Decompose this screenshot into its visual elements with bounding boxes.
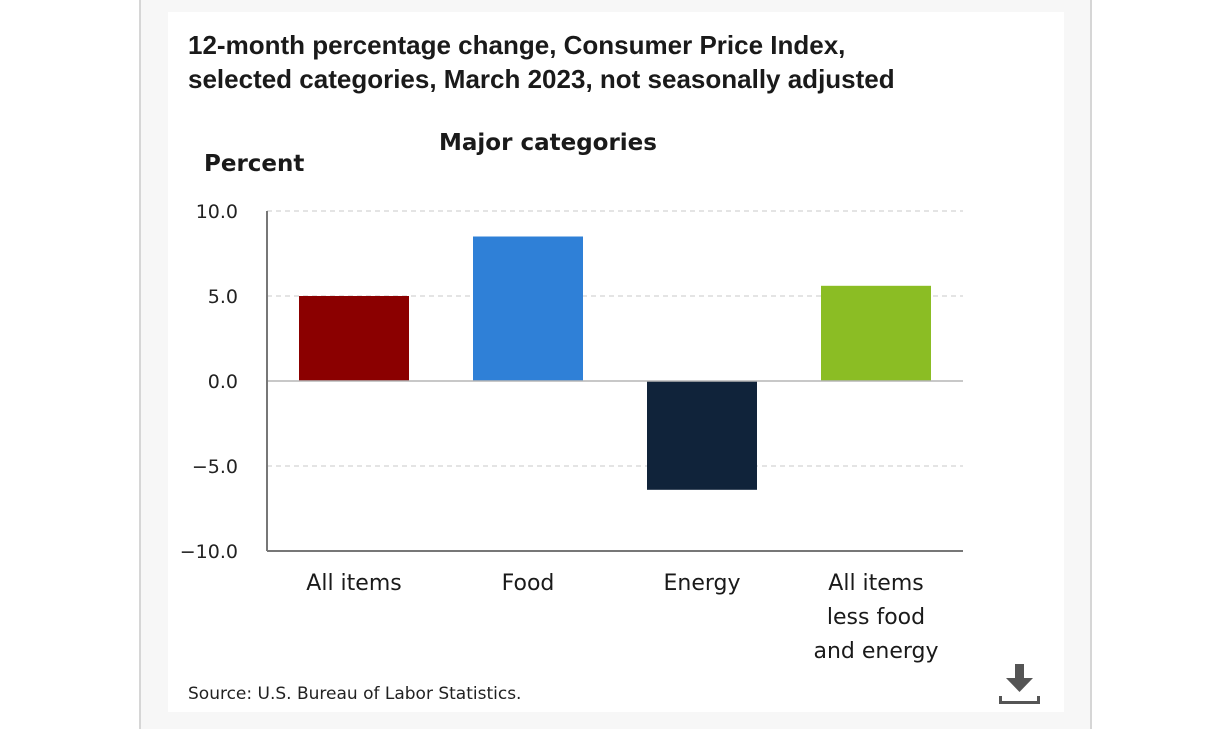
bars <box>299 236 931 490</box>
x-category-label: All items <box>306 571 401 596</box>
x-category-label: All items less food and energy <box>813 571 938 664</box>
chart-subtitle: Major categories <box>439 130 657 156</box>
chart-title-line-1: 12-month percentage change, Consumer Pri… <box>188 30 846 60</box>
bar <box>647 381 757 490</box>
download-icon <box>999 664 1040 704</box>
y-tick-label: 10.0 <box>196 201 238 223</box>
y-tick-label: −10.0 <box>180 541 238 563</box>
bar <box>299 296 409 381</box>
x-category-label: Energy <box>663 571 740 596</box>
y-tick-label: 0.0 <box>208 371 238 393</box>
y-axis-label: Percent <box>204 151 304 177</box>
x-category-label: Food <box>502 571 555 596</box>
y-tick-label: −5.0 <box>192 456 238 478</box>
y-tick-label: 5.0 <box>208 286 238 308</box>
download-button[interactable] <box>996 661 1042 707</box>
y-tick-labels: 10.0 5.0 0.0 −5.0 −10.0 <box>180 201 238 563</box>
x-category-labels: All items Food Energy All items less food and… <box>306 571 938 664</box>
source-note: Source: U.S. Bureau of Labor Statistics. <box>188 684 522 704</box>
axes <box>266 211 963 552</box>
bar <box>473 236 583 381</box>
chart-title: 12-month percentage change, Consumer Pri… <box>188 28 1048 96</box>
bar <box>821 285 931 381</box>
chart-title-line-2: selected categories, March 2023, not sea… <box>188 64 895 94</box>
